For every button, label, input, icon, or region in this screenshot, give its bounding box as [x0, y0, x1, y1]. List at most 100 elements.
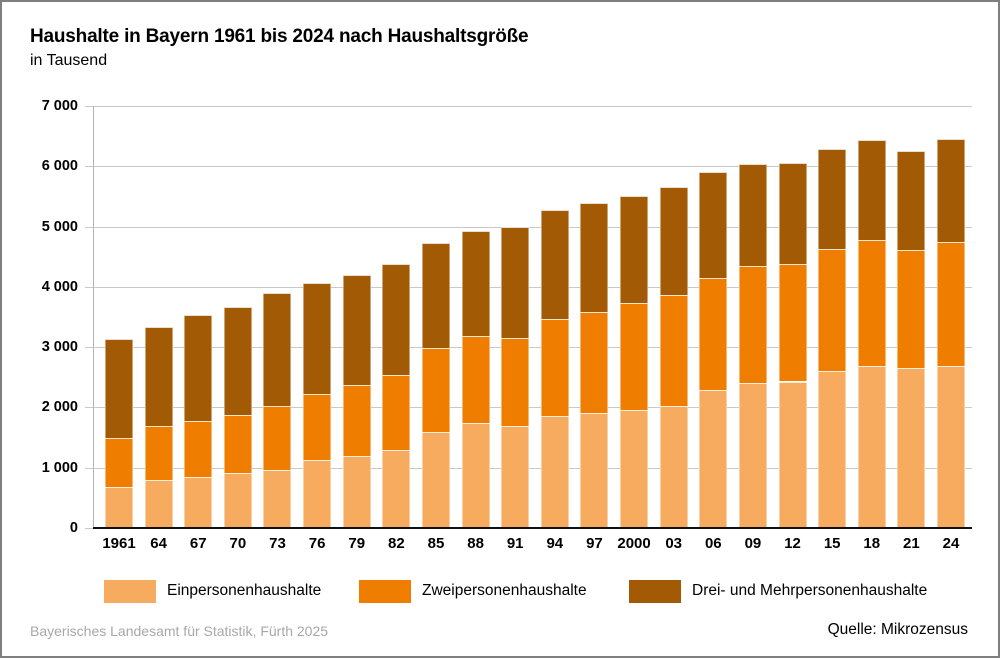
bar-segment-mehrpersonen-18 [857, 139, 886, 240]
x-tick-label: 2000 [617, 535, 651, 552]
x-tick-label: 18 [863, 535, 881, 552]
bar-segment-zweipersonen-2000 [620, 303, 649, 411]
legend-item-einpersonenhaushalte: Einpersonenhaushalte [104, 579, 321, 603]
bar-segment-zweipersonen-03 [659, 294, 688, 406]
bar-segment-zweipersonen-79 [342, 385, 371, 456]
bar-segment-einpersonen-09 [738, 383, 767, 528]
bar-segment-zweipersonen-91 [501, 338, 530, 427]
legend-label: Zweipersonenhaushalte [422, 582, 587, 599]
x-tick-label: 1961 [102, 535, 136, 552]
x-tick-label: 09 [744, 535, 762, 552]
x-tick-label: 94 [546, 535, 564, 552]
bar-segment-einpersonen-88 [461, 423, 490, 528]
bar-segment-mehrpersonen-67 [184, 314, 213, 421]
bar-segment-mehrpersonen-09 [738, 163, 767, 267]
bar-segment-einpersonen-70 [223, 473, 252, 528]
bar-segment-mehrpersonen-97 [580, 203, 609, 313]
legend-swatch [629, 579, 681, 603]
bar-segment-einpersonen-91 [501, 426, 530, 528]
bar-segment-einpersonen-2000 [620, 410, 649, 528]
legend-item-mehrpersonenhaushalte: Drei- und Mehrpersonenhaushalte [629, 579, 927, 603]
footer-source: Quelle: Mikrozensus [827, 621, 968, 638]
bar-segment-zweipersonen-94 [540, 319, 569, 417]
x-tick-label: 24 [942, 535, 960, 552]
bar-segment-einpersonen-85 [421, 431, 450, 528]
x-tick-label: 70 [229, 535, 247, 552]
bar-segment-einpersonen-97 [580, 412, 609, 528]
bar-segment-einpersonen-64 [144, 480, 173, 528]
y-tick-label: 7 000 [41, 98, 78, 114]
gridline [85, 106, 972, 107]
bar-segment-zweipersonen-15 [818, 248, 847, 372]
bar-segment-zweipersonen-70 [223, 415, 252, 474]
gridline [85, 226, 972, 228]
bar-segment-einpersonen-82 [382, 449, 411, 528]
bar-segment-einpersonen-67 [184, 476, 213, 528]
bar-segment-einpersonen-03 [659, 405, 688, 528]
chart-title: Haushalte in Bayern 1961 bis 2024 nach H… [30, 26, 529, 47]
x-tick-label: 21 [903, 535, 920, 552]
bar-segment-mehrpersonen-21 [897, 150, 926, 251]
bar-segment-einpersonen-06 [699, 389, 728, 528]
x-tick-label: 73 [269, 535, 286, 552]
legend-swatch [359, 579, 411, 603]
bar-segment-zweipersonen-82 [382, 375, 411, 450]
bar-segment-einpersonen-15 [818, 371, 847, 528]
bar-segment-mehrpersonen-73 [263, 292, 292, 407]
bar-segment-mehrpersonen-1961 [105, 338, 133, 439]
bar-segment-zweipersonen-18 [857, 239, 886, 366]
x-tick-label: 97 [586, 535, 603, 552]
x-tick-label: 06 [704, 535, 722, 552]
chart-subtitle: in Tausend [30, 52, 108, 69]
gridline [85, 166, 972, 168]
bar-segment-einpersonen-76 [303, 460, 332, 528]
bar-segment-einpersonen-79 [342, 455, 371, 528]
bar-segment-zweipersonen-09 [738, 266, 767, 384]
bar-segment-mehrpersonen-82 [382, 263, 411, 376]
bar-segment-mehrpersonen-91 [501, 227, 530, 339]
x-tick-label: 67 [189, 535, 207, 552]
bar-segment-einpersonen-12 [778, 381, 807, 528]
bar-segment-mehrpersonen-79 [342, 274, 371, 386]
x-tick-label: 82 [387, 535, 405, 552]
bar-segment-zweipersonen-12 [778, 263, 807, 382]
x-tick-label: 91 [506, 535, 524, 552]
y-tick-label: 4 000 [41, 278, 78, 295]
x-tick-label: 15 [823, 535, 841, 552]
bar-segment-einpersonen-73 [263, 470, 292, 528]
bar-segment-zweipersonen-06 [699, 278, 728, 390]
x-tick-label: 12 [784, 535, 801, 552]
bar-segment-zweipersonen-76 [303, 393, 332, 461]
bar-segment-einpersonen-94 [540, 416, 569, 528]
bar-segment-zweipersonen-21 [897, 250, 926, 368]
bar-segment-mehrpersonen-88 [461, 231, 490, 337]
bar-segment-einpersonen-18 [857, 365, 886, 528]
bar-segment-zweipersonen-88 [461, 336, 490, 424]
x-tick-label: 76 [308, 535, 326, 552]
y-tick-label: 5 000 [41, 218, 78, 235]
bar-segment-mehrpersonen-2000 [620, 195, 649, 304]
x-tick-label: 64 [150, 535, 167, 552]
legend-label: Einpersonenhaushalte [167, 582, 322, 599]
bar-segment-zweipersonen-73 [263, 406, 292, 471]
bar-segment-mehrpersonen-94 [540, 209, 569, 320]
bar-segment-einpersonen-24 [937, 365, 966, 528]
legend-label: Drei- und Mehrpersonenhaushalte [692, 582, 928, 599]
zero-tick [85, 528, 93, 529]
x-tick-label: 79 [348, 535, 366, 552]
footer-publisher: Bayerisches Landesamt für Statistik, Für… [30, 623, 329, 639]
bar-segment-mehrpersonen-24 [937, 139, 966, 243]
bar-segment-zweipersonen-1961 [105, 438, 133, 487]
bar-segment-zweipersonen-97 [580, 312, 609, 413]
y-tick-label: 6 000 [41, 158, 78, 175]
legend-item-zweipersonenhaushalte: Zweipersonenhaushalte [359, 579, 587, 603]
bar-segment-mehrpersonen-06 [699, 171, 728, 279]
bar-segment-zweipersonen-64 [144, 426, 173, 481]
bar-segment-zweipersonen-67 [184, 420, 213, 477]
bar-segment-mehrpersonen-76 [303, 282, 332, 394]
y-axis-line [93, 106, 94, 528]
legend-swatch [104, 579, 156, 603]
bar-segment-mehrpersonen-03 [659, 187, 688, 295]
